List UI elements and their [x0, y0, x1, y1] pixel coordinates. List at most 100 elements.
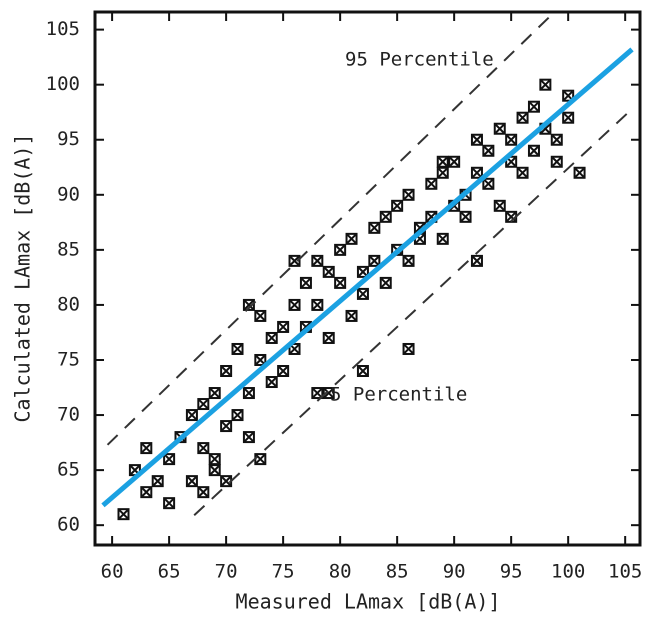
scatter-point	[208, 387, 221, 400]
scatter-point	[527, 100, 540, 113]
y-tick-label: 95	[57, 128, 80, 150]
scatter-point	[254, 309, 267, 322]
y-tick-label: 80	[57, 293, 80, 315]
scatter-point	[334, 276, 347, 289]
scatter-point	[505, 133, 518, 146]
scatter-point	[163, 453, 176, 466]
scatter-point	[220, 420, 233, 433]
annotation: 5 Percentile	[330, 384, 467, 406]
scatter-point	[345, 309, 358, 322]
scatter-point	[299, 276, 312, 289]
x-tick-label: 60	[101, 561, 124, 583]
plot-frame	[93, 10, 642, 547]
scatter-point	[277, 365, 290, 378]
y-tick-label: 105	[46, 18, 80, 40]
scatter-point	[459, 210, 472, 223]
x-tick-label: 85	[386, 561, 409, 583]
scatter-point	[220, 475, 233, 488]
scatter-point	[311, 298, 324, 311]
scatter-point	[539, 78, 552, 91]
scatter-point	[197, 398, 210, 411]
scatter-point	[436, 155, 449, 168]
percentile-line	[193, 110, 631, 516]
scatter-point	[493, 122, 506, 135]
scatter-point	[482, 144, 495, 157]
scatter-point	[322, 331, 335, 344]
scatter-point	[254, 453, 267, 466]
scatter-point	[197, 442, 210, 455]
scatter-point	[334, 243, 347, 256]
scatter-point	[356, 365, 369, 378]
scatter-point	[368, 254, 381, 267]
scatter-point	[242, 387, 255, 400]
scatter-point	[311, 254, 324, 267]
scatter-point	[436, 232, 449, 245]
scatter-point	[402, 188, 415, 201]
scatter-point	[311, 387, 324, 400]
scatter-point	[470, 166, 483, 179]
scatter-point	[562, 111, 575, 124]
x-tick-label: 95	[500, 561, 523, 583]
x-tick-label: 70	[215, 561, 238, 583]
percentile-line	[106, 11, 556, 446]
x-tick-label: 90	[443, 561, 466, 583]
scatter-point	[288, 342, 301, 355]
scatter-point	[356, 265, 369, 278]
scatter-point	[379, 276, 392, 289]
y-tick-label: 75	[57, 348, 80, 370]
y-tick-label: 65	[57, 459, 80, 481]
x-tick-label: 65	[158, 561, 181, 583]
scatter-point	[140, 442, 153, 455]
scatter-point	[185, 409, 198, 422]
scatter-point	[208, 464, 221, 477]
scatter-point	[470, 133, 483, 146]
y-tick-label: 85	[57, 238, 80, 260]
scatter-point	[277, 320, 290, 333]
y-tick-label: 90	[57, 183, 80, 205]
scatter-point	[117, 508, 130, 521]
x-tick-label: 100	[551, 561, 585, 583]
scatter-point	[208, 453, 221, 466]
scatter-point	[402, 342, 415, 355]
scatter-point	[550, 133, 563, 146]
y-axis-title: Calculated LAmax [dB(A)]	[11, 134, 35, 423]
scatter-point	[242, 298, 255, 311]
scatter-point	[288, 298, 301, 311]
scatter-point	[391, 199, 404, 212]
scatter-point	[231, 342, 244, 355]
scatter-point	[516, 111, 529, 124]
scatter-point	[493, 199, 506, 212]
scatter-point	[265, 331, 278, 344]
scatter-point	[482, 177, 495, 190]
scatter-point	[265, 376, 278, 389]
scatter-point	[470, 254, 483, 267]
scatter-point	[288, 254, 301, 267]
scatter-point	[356, 287, 369, 300]
y-tick-label: 100	[46, 73, 80, 95]
annotation: 95 Percentile	[345, 49, 494, 71]
scatter-point	[436, 166, 449, 179]
y-tick-label: 60	[57, 514, 80, 536]
scatter-point	[573, 166, 586, 179]
scatter-point	[562, 89, 575, 102]
scatter-point	[254, 353, 267, 366]
scatter-point	[527, 144, 540, 157]
scatter-point	[197, 486, 210, 499]
scatter-point	[151, 475, 164, 488]
scatter-point	[231, 409, 244, 422]
scatter-point	[163, 497, 176, 510]
scatter-point	[322, 265, 335, 278]
scatter-point	[345, 232, 358, 245]
scatter-point	[516, 166, 529, 179]
fit-line	[101, 47, 634, 508]
scatter-point	[368, 221, 381, 234]
y-tick-label: 70	[57, 404, 80, 426]
scatter-point	[425, 177, 438, 190]
x-tick-label: 80	[329, 561, 352, 583]
scatter-point	[379, 210, 392, 223]
x-tick-label: 75	[272, 561, 295, 583]
scatter-point	[402, 254, 415, 267]
scatter-point	[185, 475, 198, 488]
scatter-point	[322, 387, 335, 400]
